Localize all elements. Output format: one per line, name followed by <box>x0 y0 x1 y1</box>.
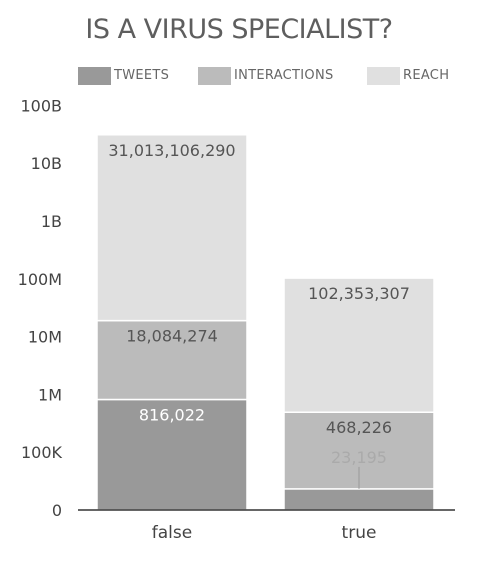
bar-reach-false <box>96 134 248 322</box>
y-tick-label: 1M <box>38 385 62 404</box>
y-tick-label: 100B <box>20 96 62 115</box>
data-label-tweets-true: 23,195 <box>331 448 387 467</box>
x-tick-label: false <box>152 523 192 543</box>
data-label-reach-true: 102,353,307 <box>308 284 410 303</box>
bar-interactions-false <box>96 319 248 401</box>
y-tick-label: 1B <box>41 212 62 231</box>
bar-tweets-true <box>283 488 435 511</box>
legend-label-tweets: TWEETS <box>114 68 170 83</box>
y-tick-label: 100K <box>21 443 63 462</box>
data-label-interactions-true: 468,226 <box>326 418 392 437</box>
bar-tweets-false <box>96 398 248 511</box>
y-tick-label: 100M <box>18 270 62 289</box>
y-tick-label: 10M <box>28 328 62 347</box>
legend-swatch-reach <box>367 67 400 85</box>
data-label-interactions-false: 18,084,274 <box>126 327 218 346</box>
legend-label-interactions: INTERACTIONS <box>234 68 334 83</box>
legend-swatch-interactions <box>198 67 231 85</box>
y-tick-label: 0 <box>52 501 62 520</box>
x-tick-label: true <box>342 523 377 543</box>
legend-swatch-tweets <box>78 67 111 85</box>
y-tick-label: 10B <box>31 154 62 173</box>
bar-reach-true <box>283 277 435 413</box>
legend-label-reach: REACH <box>403 68 450 83</box>
chart-title: IS A VIRUS SPECIALIST? <box>85 14 393 45</box>
data-label-tweets-false: 816,022 <box>139 406 205 425</box>
data-label-reach-false: 31,013,106,290 <box>108 141 235 160</box>
